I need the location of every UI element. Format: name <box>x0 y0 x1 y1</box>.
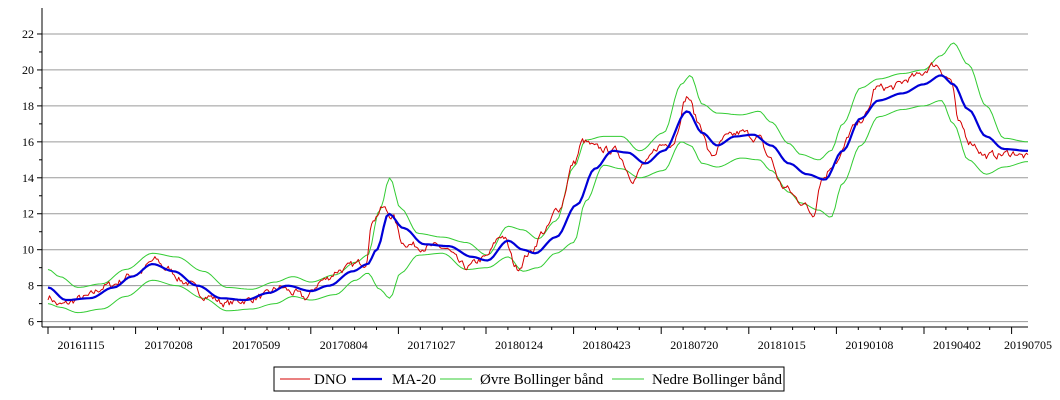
y-tick-label: 22 <box>22 27 34 41</box>
y-tick-label: 12 <box>22 207 34 221</box>
x-tick-label: 20170509 <box>232 338 280 352</box>
legend-label-bb_lower: Nedre Bollinger bånd <box>652 372 782 388</box>
y-axis-ticks: 6 8 10 12 14 16 18 20 22 <box>22 27 42 329</box>
x-tick-label: 20180124 <box>495 338 543 352</box>
series-line-ma20 <box>47 74 1028 302</box>
legend: DNO MA-20 Øvre Bollinger bånd Nedre Bolling… <box>273 366 785 392</box>
series-lines <box>47 42 1029 314</box>
x-tick-label: 20170804 <box>320 338 368 352</box>
x-tick-label: 20190402 <box>933 338 981 352</box>
x-tick-label: 20180423 <box>583 338 631 352</box>
x-tick-label: 20161115 <box>57 338 104 352</box>
legend-label-bb_upper: Øvre Bollinger bånd <box>480 372 604 388</box>
series-line-bb_lower <box>47 100 1029 314</box>
axes <box>41 8 1028 328</box>
legend-label-price: DNO <box>314 372 347 388</box>
y-tick-label: 20 <box>22 63 34 77</box>
y-tick-label: 8 <box>28 279 34 293</box>
y-tick-label: 18 <box>22 99 34 113</box>
x-tick-label: 20171027 <box>407 338 455 352</box>
y-tick-label: 6 <box>28 315 34 329</box>
y-tick-label: 16 <box>22 135 34 149</box>
x-tick-label: 20181015 <box>758 338 806 352</box>
x-tick-label: 20190705 <box>1004 338 1052 352</box>
grid-lines <box>42 33 1028 323</box>
x-tick-label: 20190108 <box>845 338 893 352</box>
x-tick-label: 20170208 <box>145 338 193 352</box>
x-axis-ticks: 20161115 20170208 20170509 20170804 20171027… <box>47 327 1052 352</box>
y-tick-label: 14 <box>22 171 34 185</box>
y-tick-label: 10 <box>22 243 34 257</box>
legend-label-ma20: MA-20 <box>392 372 436 388</box>
x-tick-label: 20180720 <box>670 338 718 352</box>
